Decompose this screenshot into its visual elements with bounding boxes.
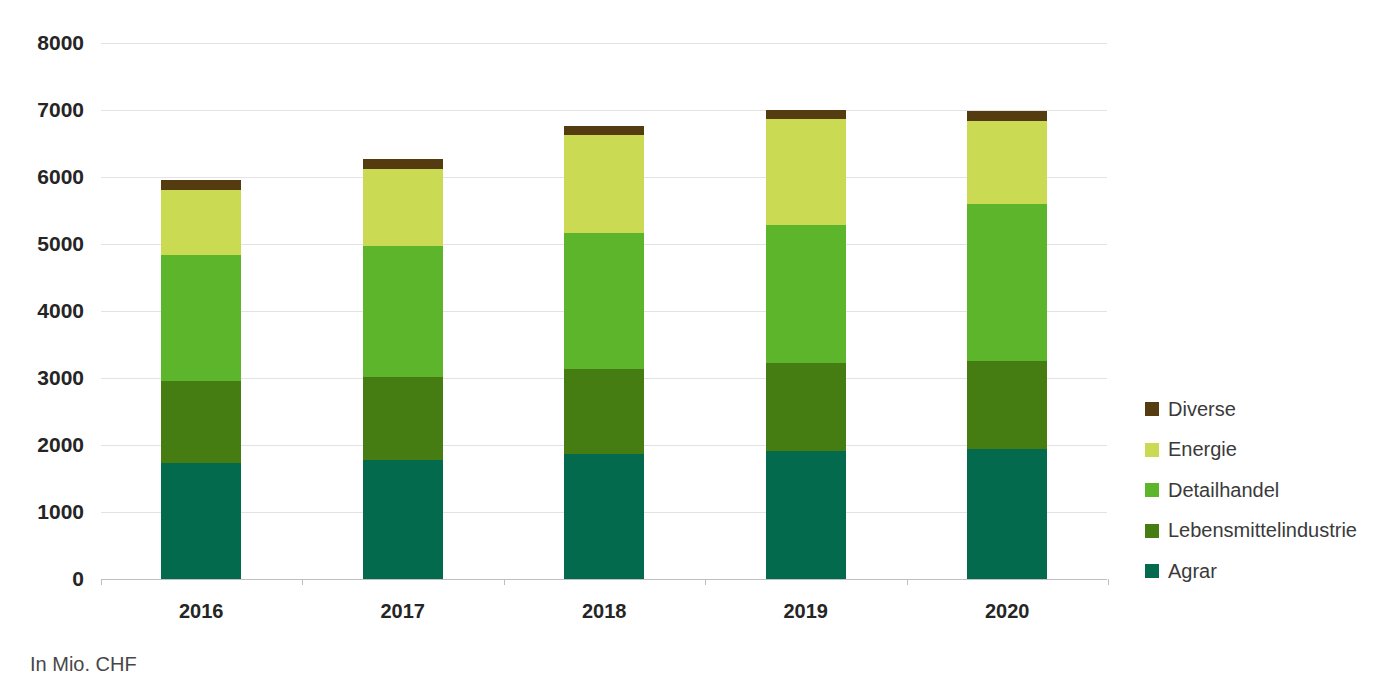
legend-swatch-diverse [1145,402,1159,416]
y-tick-label: 1000 [20,501,84,523]
bar-segment-agrar [161,463,241,579]
x-axis-label: 2018 [544,600,664,623]
y-tick-label: 4000 [20,300,84,322]
bar-segment-agrar [766,451,846,579]
category-tick [705,579,706,585]
bar-segment-agrar [967,449,1047,579]
bar-segment-lebensmittelindustrie [363,377,443,460]
x-axis-line [101,579,1108,580]
category-tick [302,579,303,585]
stacked-bar-chart: 8000 7000 6000 5000 4000 3000 2000 1000 0 2016 201… [0,0,1400,693]
bar-segment-energie [564,135,644,233]
category-tick [504,579,505,585]
bar-segment-diverse [161,180,241,190]
bar-segment-energie [766,119,846,225]
bar-segment-detailhandel [967,204,1047,360]
legend-swatch-detailhandel [1145,483,1159,497]
y-tick-label: 3000 [20,367,84,389]
legend-label: Detailhandel [1168,479,1279,502]
bar-segment-diverse [766,110,846,120]
bar-segment-agrar [363,460,443,579]
legend-swatch-energie [1145,443,1159,457]
bar-segment-diverse [363,159,443,169]
x-axis-label: 2019 [746,600,866,623]
bar-segment-energie [161,190,241,255]
category-tick [101,579,102,585]
legend-swatch-agrar [1145,564,1159,578]
bar-segment-diverse [967,111,1047,121]
legend-item-lebensmittelindustrie: Lebensmittelindustrie [1145,517,1357,545]
x-axis-label: 2020 [947,600,1067,623]
bar-segment-energie [363,169,443,246]
bar-segment-lebensmittelindustrie [564,369,644,454]
y-tick-label: 5000 [20,233,84,255]
y-tick-label: 7000 [20,99,84,121]
gridline [101,43,1108,44]
bar-segment-lebensmittelindustrie [967,361,1047,449]
bar-segment-detailhandel [766,225,846,363]
x-axis-label: 2017 [343,600,463,623]
legend-label: Agrar [1168,560,1217,583]
legend-item-diverse: Diverse [1145,395,1236,423]
legend-item-agrar: Agrar [1145,557,1217,585]
chart-unit-footnote: In Mio. CHF [30,653,137,676]
bar-segment-lebensmittelindustrie [766,363,846,450]
category-tick [1108,579,1109,585]
y-tick-label: 8000 [20,32,84,54]
legend-label: Diverse [1168,398,1236,421]
gridline [101,110,1108,111]
y-tick-label: 0 [20,568,84,590]
legend-swatch-lebensmittelindustrie [1145,524,1159,538]
bar-segment-lebensmittelindustrie [161,381,241,463]
category-tick [907,579,908,585]
legend-label: Lebensmittelindustrie [1168,519,1357,542]
bar-segment-detailhandel [363,246,443,377]
bar-segment-diverse [564,126,644,135]
legend-item-detailhandel: Detailhandel [1145,476,1279,504]
y-tick-label: 2000 [20,434,84,456]
x-axis-label: 2016 [141,600,261,623]
bar-segment-energie [967,121,1047,204]
bar-segment-agrar [564,454,644,579]
y-tick-label: 6000 [20,166,84,188]
legend-label: Energie [1168,438,1237,461]
bar-segment-detailhandel [161,255,241,380]
bar-segment-detailhandel [564,233,644,368]
legend-item-energie: Energie [1145,436,1237,464]
